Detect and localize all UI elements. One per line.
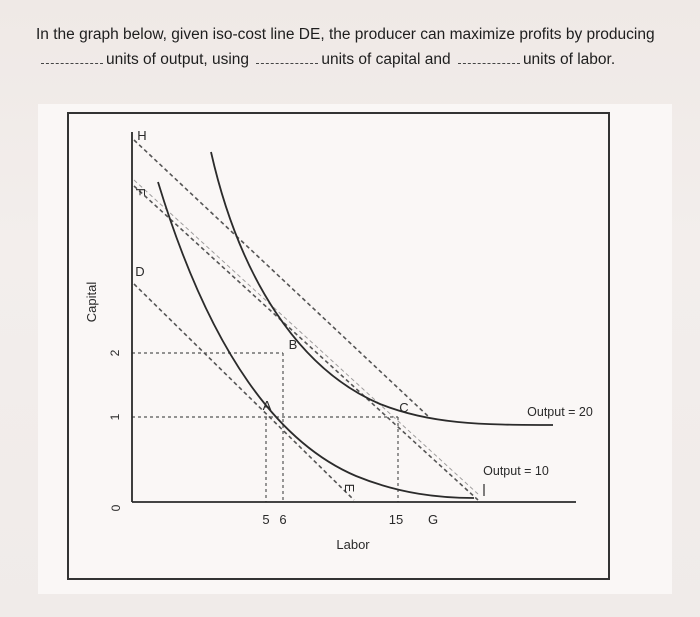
point-label-a: A: [263, 398, 272, 413]
point-label-g: G: [428, 512, 438, 527]
answer-blank-capital[interactable]: [256, 53, 319, 64]
point-label-d: D: [135, 264, 144, 279]
question-text: In the graph below, given iso-cost line …: [36, 22, 686, 72]
isocost-line-de: [133, 283, 355, 501]
point-label-e: E: [342, 484, 357, 493]
question-line-2: units of output, using units of capital …: [36, 47, 686, 72]
chart-frame: [67, 112, 610, 580]
isocost-line-fg-shadow: [133, 179, 479, 495]
y-tick-label-1: 1: [108, 413, 122, 420]
point-label-f: F: [133, 188, 148, 196]
isoquant-label-output-20: Output = 20: [527, 405, 593, 419]
isocost-line-fg: [133, 185, 479, 501]
y-tick-label-2: 2: [108, 349, 122, 356]
x-tick-label-15: 15: [389, 512, 403, 527]
x-axis-label: Labor: [336, 537, 370, 552]
question-part-2: units of capital and: [321, 51, 451, 68]
answer-blank-labor[interactable]: [457, 53, 520, 64]
isoquant-output-20: [210, 151, 554, 426]
answer-blank-output[interactable]: [41, 53, 103, 64]
chart-panel: [38, 104, 672, 594]
point-label-c: C: [399, 400, 408, 415]
point-label-b: B: [289, 337, 298, 352]
x-tick-label-6: 6: [279, 512, 286, 527]
question-part-1: units of output, using: [106, 51, 250, 68]
question-part-3: units of labor.: [522, 51, 616, 68]
y-axis-label: Capital: [84, 282, 99, 323]
y-tick-label-0: 0: [109, 504, 123, 511]
point-label-h: H: [137, 128, 146, 143]
isocost-line-h: [133, 139, 431, 419]
isoquant-label-output-10: Output = 10: [483, 464, 549, 478]
isoquant-output-10: [157, 181, 475, 499]
x-tick-label-5: 5: [262, 512, 269, 527]
question-line-1: In the graph below, given iso-cost line …: [36, 26, 655, 43]
